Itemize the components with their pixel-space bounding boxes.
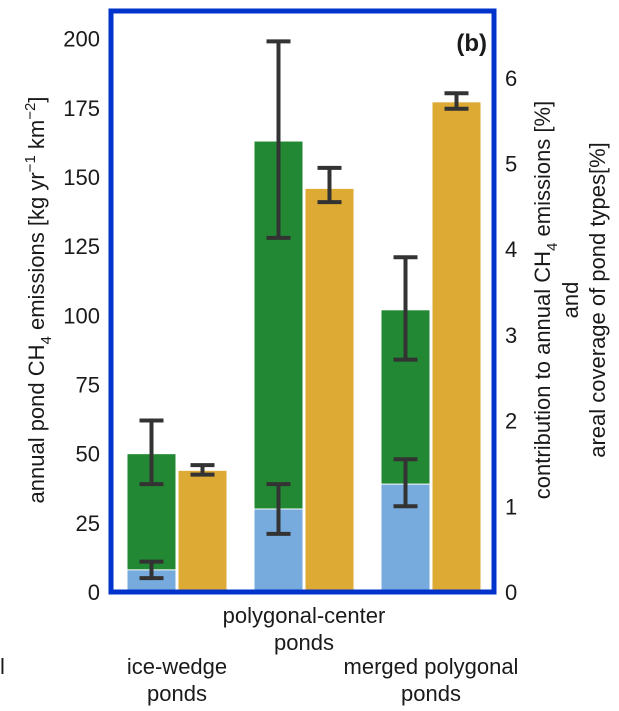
right-tick-label: 3 — [505, 323, 517, 348]
right-y-axis-title-line3: areal coverage of pond types[%] — [585, 142, 610, 458]
right-tick-label: 6 — [505, 66, 517, 91]
plot-frame — [108, 8, 497, 595]
right-y-ticks: 0 1 2 3 4 5 6 — [505, 66, 517, 605]
left-tick-label: 125 — [63, 234, 100, 259]
right-y-axis-title-line1: contribution to annual CH4 emissions [%] — [530, 101, 561, 499]
category-label-merged-polygonal-ponds-line1: ponds — [401, 681, 461, 706]
error-bar-series2-merged-polygonal-ponds — [444, 91, 469, 111]
error-bar-series1-merged-polygonal-ponds — [393, 457, 418, 509]
clipped-category-label: l — [0, 654, 5, 679]
bar-series2-merged-polygonal-ponds — [431, 101, 482, 593]
error-bar-series0-polygonal-center-ponds — [266, 39, 291, 240]
left-tick-label: 150 — [63, 165, 100, 190]
panel-label: (b) — [456, 30, 487, 57]
category-label-polygonal-center-ponds-line0: polygonal-center — [223, 603, 386, 628]
category-label-polygonal-center-ponds-line1: ponds — [274, 630, 334, 655]
bars — [126, 101, 482, 593]
error-bar-series1-ice-wedge-ponds — [139, 559, 164, 581]
category-label-ice-wedge-ponds-line1: ponds — [147, 681, 207, 706]
left-tick-label: 175 — [63, 96, 100, 121]
left-tick-label: 75 — [76, 373, 100, 398]
error-bars — [139, 39, 469, 581]
error-bar-series1-polygonal-center-ponds — [266, 482, 291, 536]
left-tick-label: 50 — [76, 442, 100, 467]
category-label-merged-polygonal-ponds-line0: merged polygonal — [344, 654, 519, 679]
right-tick-label: 1 — [505, 494, 517, 519]
left-tick-label: 25 — [76, 511, 100, 536]
error-bar-series2-ice-wedge-ponds — [190, 463, 215, 477]
right-tick-label: 2 — [505, 409, 517, 434]
bar-series2-ice-wedge-ponds — [177, 469, 228, 593]
right-tick-label: 0 — [505, 580, 517, 605]
left-tick-label: 0 — [88, 580, 100, 605]
left-y-axis-title: annual pond CH4 emissions [kg yr−1 km−2] — [22, 97, 55, 504]
error-bar-series2-polygonal-center-ponds — [317, 165, 342, 205]
right-tick-label: 4 — [505, 237, 517, 262]
bar-series2-polygonal-center-ponds — [304, 187, 355, 593]
left-tick-label: 200 — [63, 27, 100, 52]
right-y-axis-title-line2: and — [558, 282, 583, 319]
left-y-ticks: 0 25 50 75 100 125 150 175 200 — [63, 27, 100, 605]
left-tick-label: 100 — [63, 303, 100, 328]
error-bar-series0-ice-wedge-ponds — [139, 418, 164, 487]
category-label-ice-wedge-ponds-line0: ice-wedge — [127, 654, 227, 679]
right-tick-label: 5 — [505, 152, 517, 177]
category-labels: ice-wedgepondspolygonal-centerpondsmerge… — [127, 603, 519, 706]
error-bar-series0-merged-polygonal-ponds — [393, 255, 418, 362]
